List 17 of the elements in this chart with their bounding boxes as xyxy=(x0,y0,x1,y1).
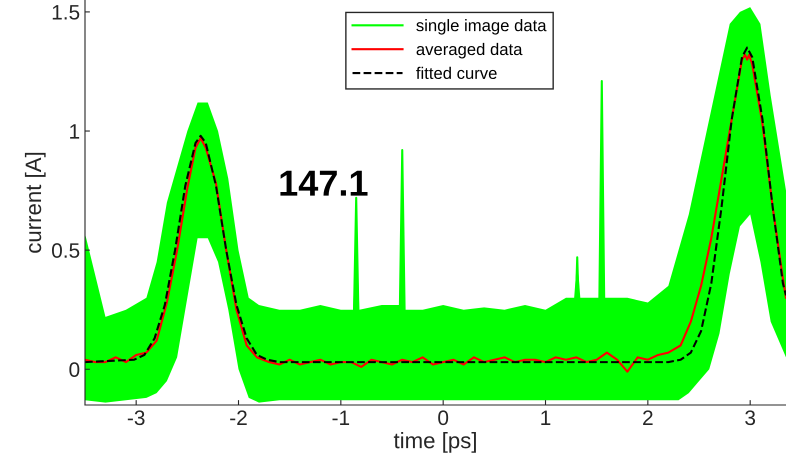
x-tick-label: -2 xyxy=(230,410,247,425)
x-tick-label: -1 xyxy=(332,410,350,425)
x-tick-label: -3 xyxy=(128,410,145,426)
y-axis-title: current [A] xyxy=(24,152,46,253)
legend-label: fitted curve xyxy=(416,66,497,80)
y-tick-label: 0.5 xyxy=(52,243,80,258)
x-tick-label: 2 xyxy=(643,410,653,425)
x-axis-title: time [ps] xyxy=(394,432,476,453)
legend-label: averaged data xyxy=(416,42,522,58)
annotation: 147.1 xyxy=(280,170,368,196)
x-tick-label: 3 xyxy=(745,410,756,426)
y-tick-label: 1.5 xyxy=(52,5,80,20)
y-tick-label: 0 xyxy=(69,362,80,378)
x-tick-label: 1 xyxy=(541,410,550,425)
x-tick-label: 0 xyxy=(438,410,448,426)
y-tick-label: 1 xyxy=(70,124,80,139)
legend-label: single image data xyxy=(416,19,547,35)
